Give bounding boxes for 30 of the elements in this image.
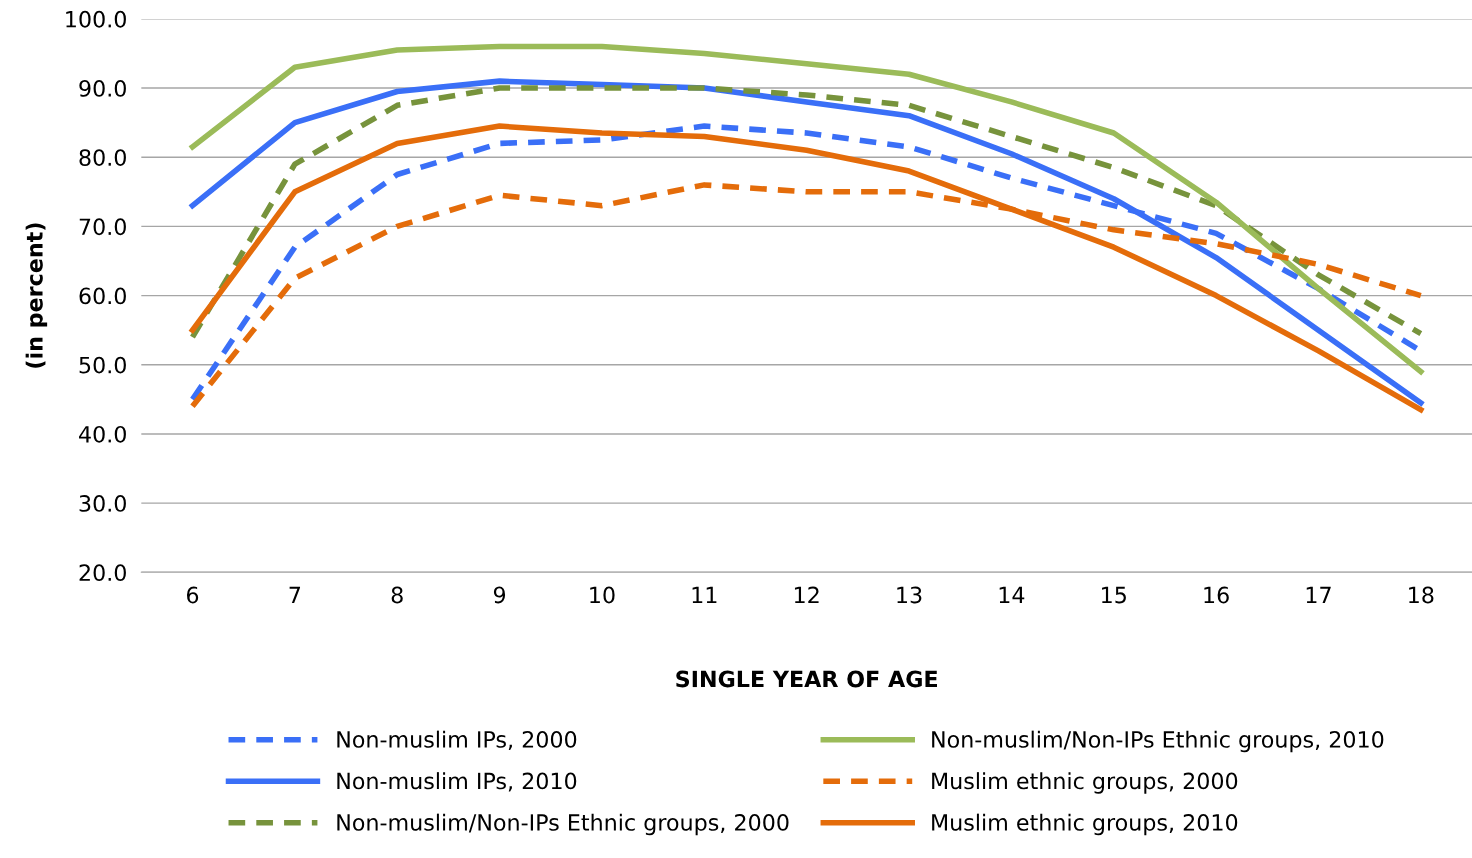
x-tick-label: 10 [590, 586, 615, 604]
x-tick-label: 7 [289, 586, 301, 604]
legend-label: Non-muslim IPs, 2000 [337, 730, 577, 751]
x-tick-label: 13 [897, 586, 922, 604]
y-tick-label: 90.0 [79, 80, 126, 97]
y-tick-label: 60.0 [79, 287, 126, 305]
x-tick-label: 16 [1204, 586, 1229, 604]
y-tick-label: 40.0 [79, 425, 126, 443]
x-tick-label: 6 [186, 586, 199, 604]
x-tick-label: 14 [999, 586, 1025, 604]
y-tick-label: 20.0 [79, 564, 126, 582]
y-tick-label: 80.0 [79, 149, 126, 166]
x-tick-label: 15 [1102, 586, 1126, 604]
x-axis-title: SINGLE YEAR OF AGE [676, 670, 937, 688]
x-tick-label: 18 [1409, 586, 1434, 604]
legend-label: Non-muslim IPs, 2010 [337, 772, 577, 792]
y-tick-label: 30.0 [79, 495, 126, 512]
x-tick-label: 8 [391, 586, 403, 604]
x-tick-label: 12 [794, 586, 819, 604]
y-axis-title: (in percent) [25, 223, 48, 368]
x-tick-label: 11 [692, 586, 717, 604]
legend-label: Muslim ethnic groups, 2000 [932, 772, 1238, 794]
legend-label: Muslim ethnic groups, 2010 [932, 813, 1238, 836]
legend-label: Non-muslim/Non-IPs Ethnic groups, 2010 [932, 730, 1384, 753]
x-tick-label: 17 [1306, 586, 1331, 604]
y-tick-label: 50.0 [79, 356, 126, 374]
x-tick-label: 9 [493, 586, 506, 604]
y-tick-label: 70.0 [79, 218, 126, 236]
y-tick-label: 100.0 [66, 10, 126, 28]
legend-label: Non-muslim/Non-IPs Ethnic groups, 2000 [337, 813, 789, 836]
